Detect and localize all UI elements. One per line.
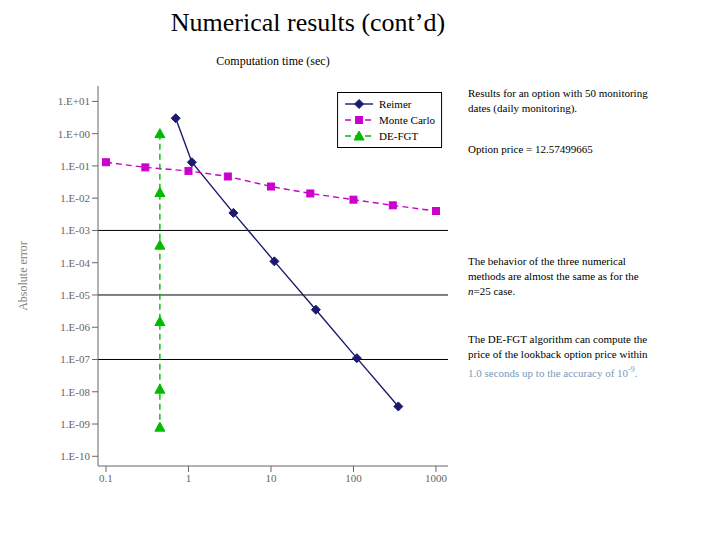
svg-text:0.1: 0.1 xyxy=(99,472,113,484)
svg-text:1.E-09: 1.E-09 xyxy=(60,418,90,430)
svg-text:1.E-05: 1.E-05 xyxy=(60,289,90,301)
html-text:1.0 seconds up to the accuracy: 1.0 seconds up to the accuracy of 10-9. xyxy=(468,365,638,379)
svg-text:1.E-08: 1.E-08 xyxy=(60,386,90,398)
html-text:Numerical results (cont’d): Numerical results (cont’d) xyxy=(170,8,446,37)
svg-text:1.E-07: 1.E-07 xyxy=(60,353,90,365)
html-text:DE-FGT: DE-FGT xyxy=(379,130,419,142)
html-text:methods are almost the same as: methods are almost the same as for the xyxy=(468,270,639,282)
svg-text:1.E-01: 1.E-01 xyxy=(60,160,90,172)
svg-text:1.E-03: 1.E-03 xyxy=(60,224,90,236)
svg-text:1.E-06: 1.E-06 xyxy=(60,321,90,333)
html-text:Option price = 12.57499665: Option price = 12.57499665 xyxy=(468,143,593,155)
svg-text:10: 10 xyxy=(265,472,277,484)
svg-text:1.E+01: 1.E+01 xyxy=(58,95,90,107)
html-text:Reimer: Reimer xyxy=(379,98,412,110)
svg-text:1.E-10: 1.E-10 xyxy=(60,450,90,462)
html-text:The DE-FGT algorithm can compu: The DE-FGT algorithm can compute the xyxy=(468,333,648,345)
html-text:Computation time (sec): Computation time (sec) xyxy=(216,54,330,68)
svg-text:1.E+00: 1.E+00 xyxy=(58,128,91,140)
svg-text:100: 100 xyxy=(345,472,362,484)
svg-text:1.E-04: 1.E-04 xyxy=(60,257,90,269)
html-text:Monte Carlo: Monte Carlo xyxy=(379,114,435,126)
html-text:Results for an option with 50: Results for an option with 50 monitoring xyxy=(468,87,648,99)
svg-text:Absolute error: Absolute error xyxy=(16,241,30,311)
html-text:dates (daily monitoring).: dates (daily monitoring). xyxy=(468,102,578,114)
html-text:price of the lookback option p: price of the lookback option price withi… xyxy=(468,348,648,360)
html-text:n =25 case.: n =25 case. xyxy=(468,285,516,297)
svg-text:1: 1 xyxy=(186,472,192,484)
html-text:The behavior of the three nume: The behavior of the three numerical xyxy=(468,255,626,267)
svg-text:1000: 1000 xyxy=(425,472,448,484)
svg-text:1.E-02: 1.E-02 xyxy=(60,192,90,204)
